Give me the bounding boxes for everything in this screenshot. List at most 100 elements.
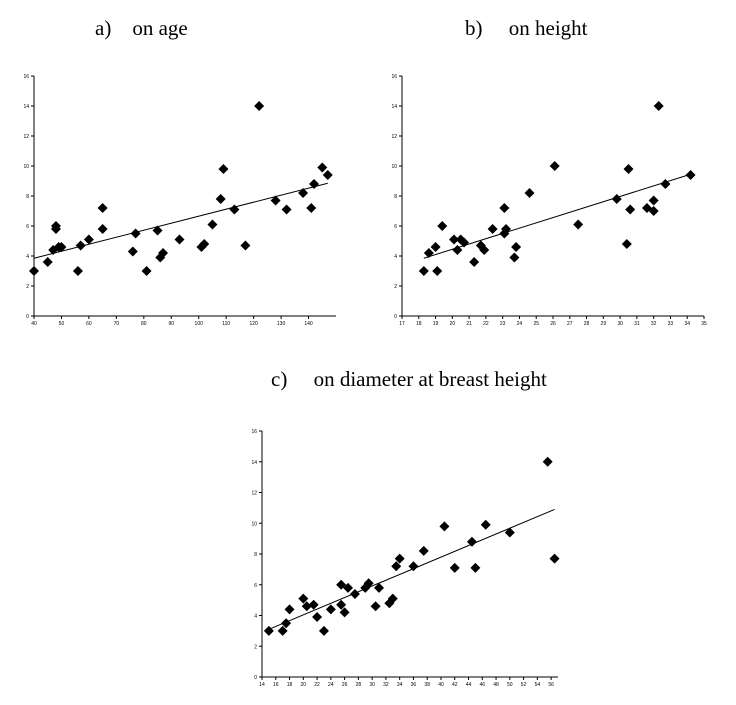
chart-a-y-tick-label: 16 (23, 74, 29, 80)
chart-b-x-tick-label: 30 (617, 321, 623, 327)
chart-c-x-tick-label: 46 (479, 682, 485, 688)
chart-c-data-point (439, 521, 450, 532)
chart-a-data-point (309, 179, 320, 189)
chart-a-x-tick-label: 120 (249, 321, 258, 327)
chart-a-title: a) on age (95, 16, 188, 40)
chart-a-data-point (240, 240, 251, 251)
chart-c-data-point (284, 604, 295, 615)
chart-b-data-point (511, 242, 522, 252)
chart-a-data-point (152, 225, 163, 236)
chart-a-data-point (141, 266, 152, 276)
chart-a-x-tick-label: 60 (86, 321, 92, 327)
chart-c-x-tick-label: 40 (438, 682, 444, 688)
chart-b-data-point (437, 221, 448, 231)
chart-c-data-point (394, 553, 405, 564)
chart-b-trend-line (423, 173, 691, 259)
chart-b-x-tick-label: 33 (668, 321, 674, 327)
chart-c-data-point (374, 582, 385, 593)
chart-b-x-tick-label: 32 (651, 321, 657, 327)
chart-b-y-tick-label: 12 (391, 134, 397, 140)
chart-b-data-point (648, 195, 659, 206)
chart-c-x-tick-label: 26 (342, 682, 348, 688)
chart-c-y-tick-label: 12 (251, 491, 257, 497)
chart-b-y-tick-label: 6 (394, 224, 397, 230)
chart-c-title: c) on diameter at breast height (271, 367, 547, 391)
chart-a-data-point (83, 234, 94, 245)
chart-a-x-tick-label: 100 (195, 321, 204, 327)
chart-c-data-point (318, 625, 329, 636)
chart-b-data-point (499, 203, 510, 213)
chart-a-x-tick-label: 90 (168, 321, 174, 327)
chart-c-data-point (391, 561, 402, 572)
chart-b-data-point (509, 252, 520, 263)
chart-a-data-point (322, 170, 333, 180)
chart-b-x-tick-label: 19 (433, 321, 439, 327)
chart-c-x-tick-label: 38 (424, 682, 430, 688)
chart-b-y-tick-label: 2 (394, 284, 397, 290)
chart-a-data-point (56, 242, 67, 252)
chart-a-data-point (174, 234, 185, 245)
chart-b-data-point (623, 164, 634, 174)
chart-b-data-point (430, 242, 441, 252)
chart-a-data-point (298, 188, 309, 198)
chart-c-data-point (480, 519, 491, 530)
chart-a: 0 2 4 6 8 10 12 14 16 40 50 60 70 80 90 100 110 120 130 140 (23, 74, 336, 327)
chart-a-data-point (127, 246, 138, 257)
chart-b-data-point (479, 245, 490, 255)
chart-a-data-point (75, 240, 86, 251)
chart-b-data-point (625, 204, 636, 215)
chart-a-data-point (317, 162, 328, 173)
chart-b-data-point (452, 245, 463, 255)
chart-b-data-point (459, 237, 470, 248)
chart-c-data-point (301, 601, 312, 612)
chart-c-x-tick-label: 50 (507, 682, 513, 688)
chart-a-x-tick-label: 80 (141, 321, 147, 327)
chart-b-x-tick-label: 27 (567, 321, 573, 327)
chart-c-data-point (298, 593, 309, 604)
chart-a-data-point (50, 221, 61, 231)
chart-c-data-point (387, 593, 398, 604)
chart-b-data-point (685, 170, 696, 180)
chart-a-data-point (29, 266, 39, 276)
chart-b-x-tick-label: 28 (584, 321, 590, 327)
chart-a-data-point (229, 204, 240, 215)
chart-c-data-point (363, 578, 374, 589)
chart-a-data-point (199, 239, 210, 249)
chart-a-data-point (281, 204, 292, 215)
chart-c-data-point (349, 588, 360, 599)
chart-a-data-point (254, 101, 265, 111)
chart-a-data-point (215, 194, 226, 204)
chart-a-y-tick-label: 12 (23, 134, 29, 140)
chart-c-y-tick-label: 10 (251, 521, 257, 527)
chart-c-x-tick-label: 20 (301, 682, 307, 688)
chart-b-x-tick-label: 25 (533, 321, 539, 327)
chart-b-data-point (501, 224, 512, 234)
chart-a-y-tick-label: 14 (23, 104, 29, 110)
chart-a-data-point (218, 164, 229, 174)
chart-c-data-point (370, 601, 381, 612)
chart-b-y-tick-label: 8 (394, 194, 397, 200)
chart-c-data-point (466, 536, 477, 547)
chart-a-y-tick-label: 2 (26, 284, 29, 290)
chart-b-x-tick-label: 17 (399, 321, 405, 327)
chart-a-x-tick-label: 70 (114, 321, 120, 327)
chart-c-x-tick-label: 34 (397, 682, 403, 688)
chart-a-data-point (42, 257, 53, 267)
chart-a-data-point (158, 248, 169, 258)
chart-b-x-tick-label: 21 (466, 321, 472, 327)
chart-a-data-point (97, 203, 108, 213)
chart-c-x-tick-label: 16 (273, 682, 279, 688)
chart-c-data-point (281, 618, 292, 629)
chart-a-y-tick-label: 8 (26, 194, 29, 200)
chart-c-data-point (308, 599, 319, 610)
chart-c-data-point (504, 527, 515, 538)
chart-c-data-point (408, 561, 419, 572)
chart-a-y-tick-label: 6 (26, 224, 29, 230)
chart-c-data-point (263, 625, 274, 636)
chart-c-data-point (418, 545, 429, 556)
chart-b-data-point (660, 179, 671, 189)
chart-c-data-point (449, 562, 460, 573)
chart-c-data-point (325, 604, 336, 615)
